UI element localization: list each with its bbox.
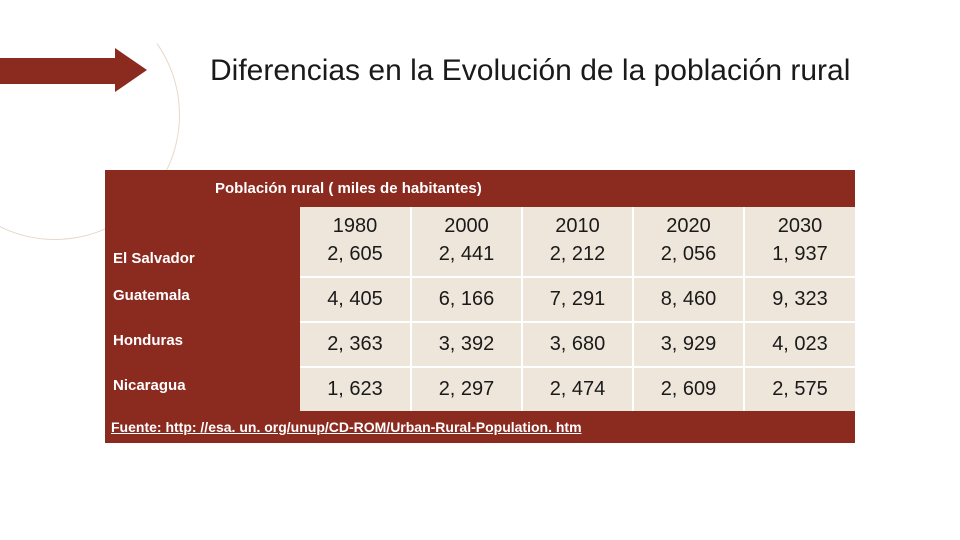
value-cell: 8, 460 [633, 277, 744, 322]
value-cell: 2, 605 [300, 240, 411, 277]
value-cell: 4, 405 [300, 277, 411, 322]
year-header: 2020 [633, 207, 744, 240]
value-cell: 3, 680 [522, 322, 633, 367]
arrow-head-icon [115, 48, 147, 92]
value-cell: 2, 056 [633, 240, 744, 277]
table-caption: Población rural ( miles de habitantes) [105, 170, 855, 207]
value-cell: 2, 297 [411, 367, 522, 411]
year-header-row: 1980 2000 2010 2020 2030 [105, 207, 855, 240]
blank-header [105, 207, 300, 240]
arrow-bar [0, 58, 115, 84]
value-cell: 2, 575 [744, 367, 855, 411]
country-cell: Nicaragua [105, 367, 300, 411]
country-cell: Honduras [105, 322, 300, 367]
data-table: 1980 2000 2010 2020 2030 El Salvador 2, … [105, 207, 855, 411]
value-cell: 6, 166 [411, 277, 522, 322]
year-header: 2010 [522, 207, 633, 240]
country-cell: Guatemala [105, 277, 300, 322]
value-cell: 2, 212 [522, 240, 633, 277]
value-cell: 9, 323 [744, 277, 855, 322]
value-cell: 1, 623 [300, 367, 411, 411]
table-row: Guatemala 4, 405 6, 166 7, 291 8, 460 9,… [105, 277, 855, 322]
value-cell: 2, 363 [300, 322, 411, 367]
value-cell: 7, 291 [522, 277, 633, 322]
population-table: Población rural ( miles de habitantes) 1… [105, 170, 855, 443]
table-row: Honduras 2, 363 3, 392 3, 680 3, 929 4, … [105, 322, 855, 367]
table-row: El Salvador 2, 605 2, 441 2, 212 2, 056 … [105, 240, 855, 277]
value-cell: 4, 023 [744, 322, 855, 367]
value-cell: 3, 929 [633, 322, 744, 367]
table-source: Fuente: http: //esa. un. org/unup/CD-ROM… [105, 411, 855, 443]
table-row: Nicaragua 1, 623 2, 297 2, 474 2, 609 2,… [105, 367, 855, 411]
year-header: 1980 [300, 207, 411, 240]
value-cell: 3, 392 [411, 322, 522, 367]
page-title: Diferencias en la Evolución de la poblac… [210, 52, 890, 90]
value-cell: 1, 937 [744, 240, 855, 277]
value-cell: 2, 474 [522, 367, 633, 411]
value-cell: 2, 609 [633, 367, 744, 411]
country-cell: El Salvador [105, 240, 300, 277]
year-header: 2030 [744, 207, 855, 240]
value-cell: 2, 441 [411, 240, 522, 277]
slide: Diferencias en la Evolución de la poblac… [0, 0, 960, 540]
year-header: 2000 [411, 207, 522, 240]
